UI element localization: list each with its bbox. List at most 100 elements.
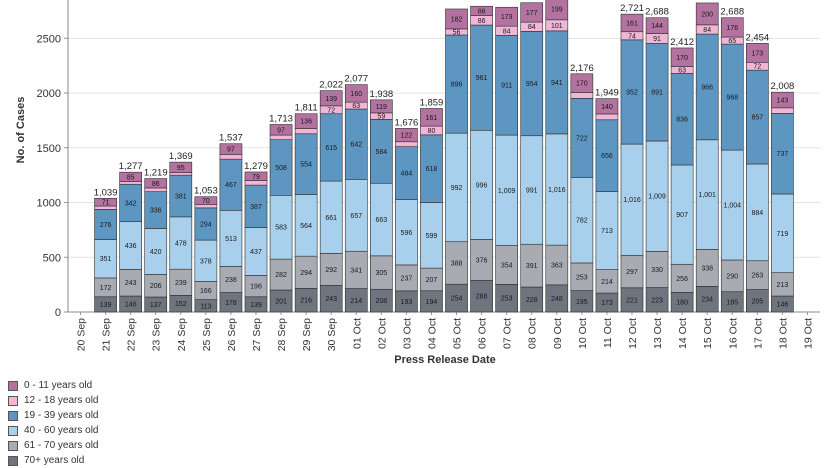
segment-label: 216 (300, 298, 312, 305)
total-label: 1,369 (169, 151, 193, 162)
total-label: 2,688 (720, 7, 744, 18)
bar-segment (395, 141, 418, 147)
bar-segment (294, 128, 318, 135)
x-tick-label: 01 Oct (351, 318, 363, 349)
segment-label: 657 (350, 213, 362, 220)
segment-label: 564 (300, 223, 312, 230)
total-label: 1,949 (595, 88, 619, 99)
segment-label: 71 (102, 200, 110, 207)
segment-label: 513 (225, 236, 237, 243)
segment-label: 72 (753, 64, 761, 71)
x-tick-label: 22 Sep (126, 318, 138, 351)
segment-label: 80 (428, 128, 436, 135)
segment-label: 297 (626, 269, 638, 276)
segment-label: 70 (202, 198, 210, 205)
bar-segment (94, 197, 117, 207)
segment-label: 387 (250, 204, 262, 211)
legend-item: 19 - 39 years old (8, 408, 99, 423)
bar-segment (746, 43, 769, 63)
segment-label: 214 (601, 279, 613, 286)
total-label: 1,219 (144, 168, 168, 179)
bar-segment (495, 6, 518, 27)
segment-label: 237 (401, 275, 413, 282)
segment-label: 288 (476, 294, 488, 301)
x-tick-label: 06 Oct (477, 318, 489, 349)
segment-label: 182 (451, 16, 463, 23)
x-tick-label: 03 Oct (401, 318, 413, 349)
segment-label: 1,004 (724, 203, 742, 210)
segment-label: 722 (576, 135, 588, 142)
bar-segment (620, 13, 644, 33)
bar-segment (545, 0, 569, 21)
segment-label: 991 (526, 187, 538, 194)
segment-label: 391 (526, 263, 538, 270)
segment-label: 214 (350, 298, 362, 305)
legend-label: 0 - 11 years old (24, 380, 93, 391)
segment-label: 101 (551, 23, 563, 30)
segment-label: 137 (150, 302, 162, 309)
bar-segment (144, 187, 168, 192)
segment-label: 196 (250, 284, 262, 291)
segment-label: 56 (453, 29, 461, 36)
bar-segment (595, 113, 619, 121)
x-tick-label: 20 Sep (76, 318, 88, 351)
y-axis-title: No. of Cases (15, 97, 27, 164)
legend-label: 61 - 70 years old (24, 440, 99, 451)
segment-label: 782 (576, 218, 588, 225)
x-tick-label: 28 Sep (276, 318, 288, 351)
bar-segment (420, 108, 443, 127)
legend-swatch (8, 380, 18, 391)
segment-label: 467 (225, 182, 237, 189)
segment-label: 170 (576, 81, 588, 88)
x-tick-label: 15 Oct (702, 318, 714, 349)
total-label: 1,053 (194, 186, 218, 197)
segment-label: 961 (476, 75, 488, 82)
segment-label: 599 (426, 233, 438, 240)
segment-label: 180 (676, 300, 688, 307)
segment-label: 84 (503, 28, 511, 35)
y-tick-label: 1500 (37, 143, 61, 155)
total-label: 2,412 (670, 37, 694, 48)
legend-item: 40 - 60 years old (8, 423, 99, 438)
legend-swatch (8, 440, 18, 451)
segment-label: 305 (375, 270, 387, 277)
bar-segment (470, 5, 493, 16)
segment-label: 119 (376, 104, 387, 111)
x-tick-label: 21 Sep (101, 318, 113, 351)
segment-label: 282 (275, 272, 287, 279)
bar-segment (169, 161, 193, 173)
bar-segment (294, 113, 318, 129)
segment-label: 161 (626, 20, 638, 27)
segment-label: 201 (275, 298, 287, 305)
segment-label: 86 (152, 181, 160, 188)
segment-label: 173 (601, 300, 613, 307)
legend-item: 70+ years old (8, 453, 99, 468)
legend-swatch (8, 395, 18, 406)
bar-segment (771, 91, 794, 109)
segment-label: 954 (526, 81, 538, 88)
x-tick-label: 19 Oct (802, 318, 814, 349)
segment-label: 74 (628, 33, 636, 40)
segment-label: 238 (225, 277, 237, 284)
segment-label: 336 (150, 208, 162, 215)
segment-label: 139 (325, 96, 337, 103)
x-tick-label: 05 Oct (452, 318, 464, 349)
segment-label: 341 (350, 267, 362, 274)
stacked-bar-chart: 0 500 1000 1500 2000 2500 No. of Cases 20 Sep 21… (15, 0, 820, 366)
segment-label: 97 (227, 147, 235, 154)
x-tick-label: 16 Oct (727, 318, 739, 349)
bar-segment (244, 180, 268, 186)
segment-label: 177 (526, 10, 538, 17)
legend-item: 0 - 11 years old (8, 378, 99, 393)
total-label: 2,176 (570, 63, 594, 74)
x-tick-label: 25 Sep (201, 318, 213, 351)
segment-label: 122 (401, 133, 413, 140)
total-label: 1,811 (295, 103, 318, 114)
x-tick-label: 26 Sep (226, 318, 238, 351)
bar-segment (670, 47, 694, 67)
x-tick-label: 18 Oct (777, 318, 789, 349)
bar-segment (570, 92, 594, 99)
x-tick-label: 04 Oct (426, 318, 438, 349)
total-label: 1,938 (369, 89, 393, 100)
total-label: 1,676 (395, 117, 419, 128)
